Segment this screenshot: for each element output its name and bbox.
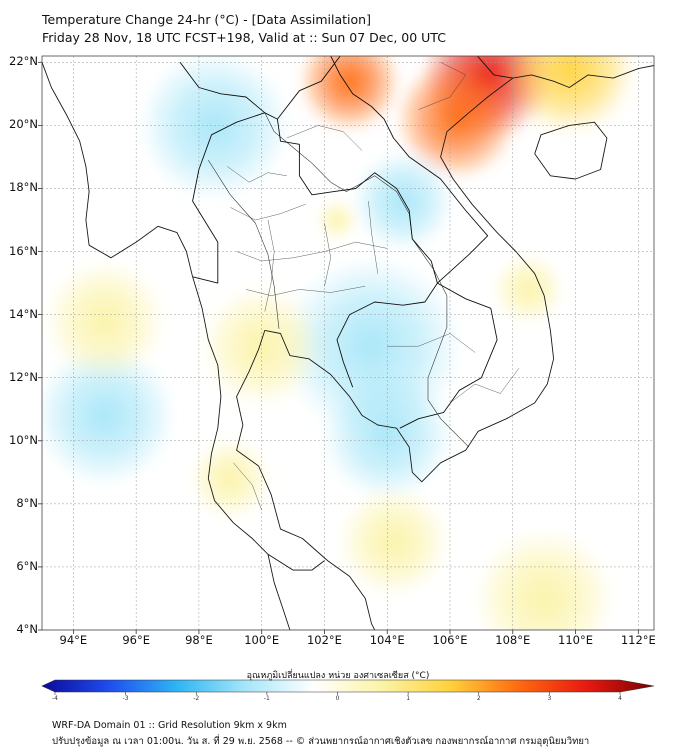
field-anomaly: [473, 528, 615, 630]
colorbar-tick-label: 4: [618, 695, 622, 702]
border-line: [267, 553, 325, 571]
colorbar-tick-label: 2: [476, 695, 481, 702]
lon-label: 108°E: [495, 633, 531, 647]
lat-label: 4°N: [16, 622, 38, 636]
border-line: [355, 56, 513, 79]
province-line: [286, 125, 363, 151]
lat-label: 10°N: [9, 432, 38, 447]
figure-title: Temperature Change 24-hr (°C) - [Data As…: [42, 12, 371, 27]
province-line: [264, 219, 275, 312]
footer-credit: ปรับปรุงข้อมูล ณ เวลา 01:00น. วัน ส. ที่…: [52, 736, 590, 747]
coastlines: [42, 62, 654, 630]
field-anomaly: [547, 397, 654, 548]
map-panel: [42, 56, 654, 630]
field-anomaly: [316, 199, 358, 241]
field-anomaly: [504, 56, 635, 134]
province-line: [368, 201, 378, 274]
footer-model-info: WRF-DA Domain 01 :: Grid Resolution 9km …: [52, 720, 287, 731]
lat-label: 20°N: [9, 117, 38, 132]
province-line: [245, 286, 366, 296]
colorbar-ticks: [54, 692, 621, 695]
lon-label: 112°E: [620, 633, 656, 647]
province-line: [324, 223, 331, 287]
coastline: [42, 62, 291, 630]
coastline: [534, 121, 608, 180]
border-line: [276, 119, 438, 388]
longitude-ticks: [72, 630, 639, 634]
coastline: [236, 65, 654, 483]
colorbar-tick-label: 0: [335, 695, 340, 702]
border-line: [330, 56, 489, 284]
province-line: [233, 462, 262, 511]
map-frame: [41, 55, 655, 631]
lon-label: 104°E: [369, 633, 405, 647]
province-line: [387, 333, 476, 353]
lat-label: 14°N: [9, 306, 38, 321]
province-line: [227, 166, 287, 183]
lat-label: 6°N: [16, 558, 38, 573]
lat-label: 18°N: [9, 180, 38, 195]
coastline: [236, 424, 376, 630]
field-anomaly: [42, 75, 155, 207]
lon-label: 94°E: [59, 633, 88, 647]
province-boundaries: [227, 62, 520, 511]
lon-label: 102°E: [306, 633, 342, 647]
province-line: [449, 368, 520, 404]
country-borders: [179, 56, 513, 571]
field-anomaly: [299, 56, 400, 132]
field-anomaly: [396, 58, 517, 180]
river-line: [208, 159, 280, 329]
field-anomaly: [493, 254, 564, 325]
province-line: [236, 241, 388, 262]
colorbar-tick-label: -1: [263, 695, 270, 702]
colorbar-tick-label: 1: [406, 695, 411, 702]
lon-label: 98°E: [185, 633, 213, 647]
field-anomaly: [139, 56, 290, 201]
colorbar-label: อุณหภูมิเปลี่ยนแปลง หน่วย องศาเซลเซียส (…: [246, 671, 430, 681]
province-line: [418, 62, 466, 110]
figure-subtitle: Friday 28 Nov, 18 UTC FCST+198, Valid at…: [42, 30, 446, 45]
field-anomaly: [190, 438, 271, 519]
border-line: [192, 112, 265, 284]
colorbar-tick-label: -3: [122, 695, 129, 702]
graticule: [42, 56, 654, 630]
colorbar-tick-label: 3: [547, 695, 552, 702]
lat-label: 12°N: [9, 369, 38, 384]
field-anomaly: [338, 486, 449, 597]
lat-label: 22°N: [9, 54, 38, 69]
border-line: [399, 282, 498, 429]
lon-label: 96°E: [122, 633, 150, 647]
lon-label: 110°E: [558, 633, 594, 647]
field-anomaly: [321, 369, 453, 500]
province-line: [230, 204, 306, 221]
latitude-ticks: [38, 61, 42, 631]
lon-label: 100°E: [244, 633, 280, 647]
colorbar-tick-label: -2: [193, 695, 200, 702]
field-anomaly: [44, 260, 166, 382]
colorbar-tick-label: -4: [52, 695, 58, 702]
field-anomaly: [352, 150, 454, 252]
lon-label: 106°E: [432, 633, 468, 647]
field-anomaly: [201, 285, 322, 407]
lat-label: 16°N: [9, 243, 38, 258]
field-anomaly: [42, 345, 176, 486]
colorbar: [41, 679, 655, 695]
lat-label: 8°N: [16, 495, 38, 510]
